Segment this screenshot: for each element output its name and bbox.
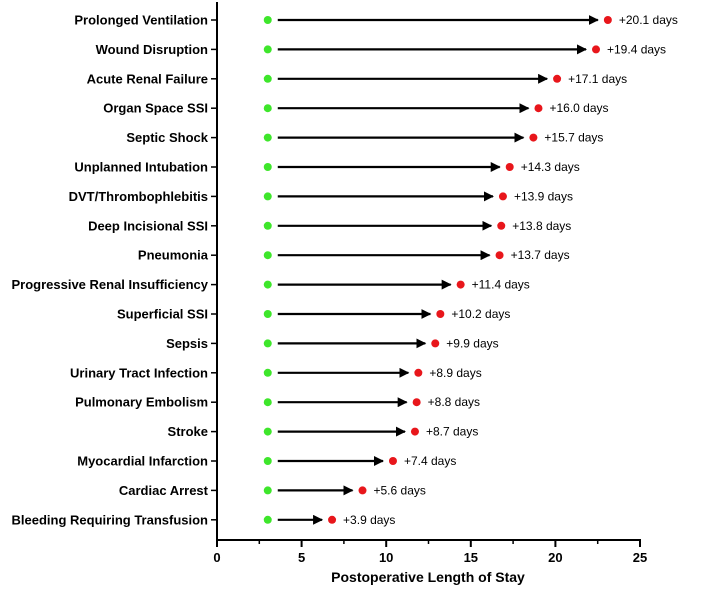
data-label: +14.3 days [521,160,580,174]
category-label: Pneumonia [138,248,209,263]
category-label: Pulmonary Embolism [75,395,208,410]
category-label: Stroke [168,424,208,439]
start-point [263,398,272,407]
category-label: Septic Shock [126,130,208,145]
end-point [495,251,504,260]
end-point [592,45,601,54]
end-point [603,16,612,24]
category-label: Cardiac Arrest [119,483,209,498]
x-tick-label: 0 [213,550,220,565]
category-label: Unplanned Intubation [74,160,208,175]
category-label: Progressive Renal Insufficiency [11,277,208,292]
end-point [431,339,440,348]
end-point [328,515,337,524]
data-label: +8.7 days [426,425,478,439]
plot-area: 0 5 10 15 20 25 Prolonged Ventilation +20.1 day… [11,2,678,565]
start-point [263,163,272,171]
data-label: +5.6 days [374,483,426,497]
end-point [553,74,562,83]
start-point [263,104,272,113]
data-label: +10.2 days [451,307,510,321]
category-label: Myocardial Infarction [77,454,208,469]
data-label: +17.1 days [568,72,627,86]
category-label: Wound Disruption [96,42,208,57]
end-point [436,310,445,318]
start-point [263,221,272,230]
x-tick-label: 10 [379,550,393,565]
start-point [263,133,272,142]
end-point [505,163,514,171]
data-label: +13.9 days [514,189,573,203]
x-tick-label: 20 [548,550,562,565]
category-label: Deep Incisional SSI [88,218,208,233]
category-label: Urinary Tract Infection [70,365,208,380]
start-point [263,310,272,318]
start-point [263,486,272,495]
data-label: +13.8 days [512,219,571,233]
end-point [410,427,419,436]
category-label: Acute Renal Failure [87,71,208,86]
end-point [498,192,507,201]
end-point [412,398,421,407]
start-point [263,368,272,377]
x-tick-label: 15 [464,550,478,565]
end-point [497,221,506,230]
category-label: Prolonged Ventilation [74,13,208,28]
category-label: Organ Space SSI [103,101,208,116]
end-point [529,133,538,142]
data-label: +7.4 days [404,454,456,468]
start-point [263,457,272,465]
category-label: DVT/Thrombophlebitis [69,189,208,204]
data-label: +15.7 days [544,131,603,145]
data-label: +3.9 days [343,513,395,527]
data-label: +19.4 days [607,42,666,56]
x-tick-label: 25 [633,550,647,565]
data-label: +16.0 days [549,101,608,115]
start-point [263,74,272,83]
end-point [388,457,397,465]
data-label: +8.8 days [428,395,480,409]
category-label: Superficial SSI [117,307,208,322]
data-label: +11.4 days [472,278,530,292]
end-point [358,486,367,495]
x-axis-title: Postoperative Length of Stay [331,569,525,585]
start-point [263,339,272,348]
start-point [263,251,272,260]
end-point [456,280,465,289]
start-point [263,280,272,289]
start-point [263,16,272,24]
data-label: +13.7 days [511,248,570,262]
x-tick-label: 5 [298,550,305,565]
category-label: Bleeding Requiring Transfusion [12,512,209,527]
start-point [263,427,272,436]
data-label: +9.9 days [446,336,498,350]
start-point [263,45,272,54]
data-label: +8.9 days [429,366,481,380]
end-point [414,368,423,377]
end-point [534,104,543,113]
start-point [263,192,272,201]
category-label: Sepsis [166,336,208,351]
start-point [263,515,272,524]
data-label: +20.1 days [619,13,678,27]
